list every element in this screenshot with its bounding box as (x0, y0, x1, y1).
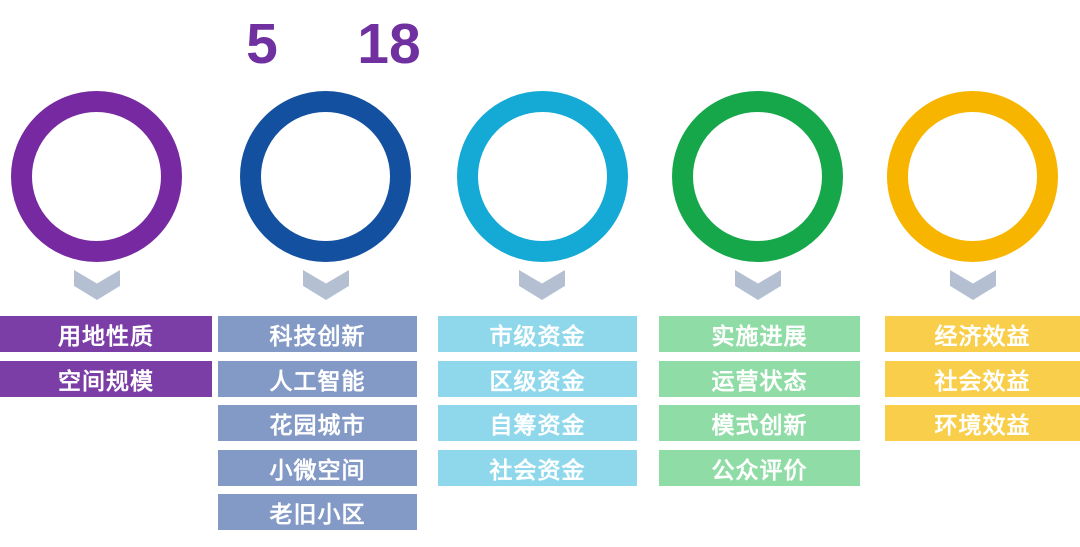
category-item: 小微空间 (218, 450, 417, 486)
category-item: 人工智能 (218, 361, 417, 397)
category-item: 公众评价 (659, 450, 860, 486)
category-ring-4 (672, 91, 843, 262)
category-item: 用地性质 (0, 316, 212, 352)
category-item: 科技创新 (218, 316, 417, 352)
category-item: 花园城市 (218, 405, 417, 441)
category-item: 社会效益 (885, 361, 1080, 397)
category-item: 老旧小区 (218, 494, 417, 530)
chevron-down-icon (950, 270, 996, 300)
category-ring-2 (240, 91, 411, 262)
category-item: 市级资金 (438, 316, 637, 352)
category-item: 经济效益 (885, 316, 1080, 352)
category-ring-5 (887, 91, 1058, 262)
chevron-down-icon (74, 270, 120, 300)
category-ring-1 (11, 91, 182, 262)
category-item: 模式创新 (659, 405, 860, 441)
category-ring-3 (457, 91, 628, 262)
category-item: 运营状态 (659, 361, 860, 397)
category-item: 环境效益 (885, 405, 1080, 441)
category-item: 区级资金 (438, 361, 637, 397)
chevron-down-icon (735, 270, 781, 300)
chevron-down-icon (519, 270, 565, 300)
count-right: 18 (357, 12, 421, 76)
category-item: 实施进展 (659, 316, 860, 352)
category-item: 社会资金 (438, 450, 637, 486)
count-left: 5 (246, 12, 278, 76)
category-item: 空间规模 (0, 361, 212, 397)
category-item: 自筹资金 (438, 405, 637, 441)
chevron-down-icon (303, 270, 349, 300)
